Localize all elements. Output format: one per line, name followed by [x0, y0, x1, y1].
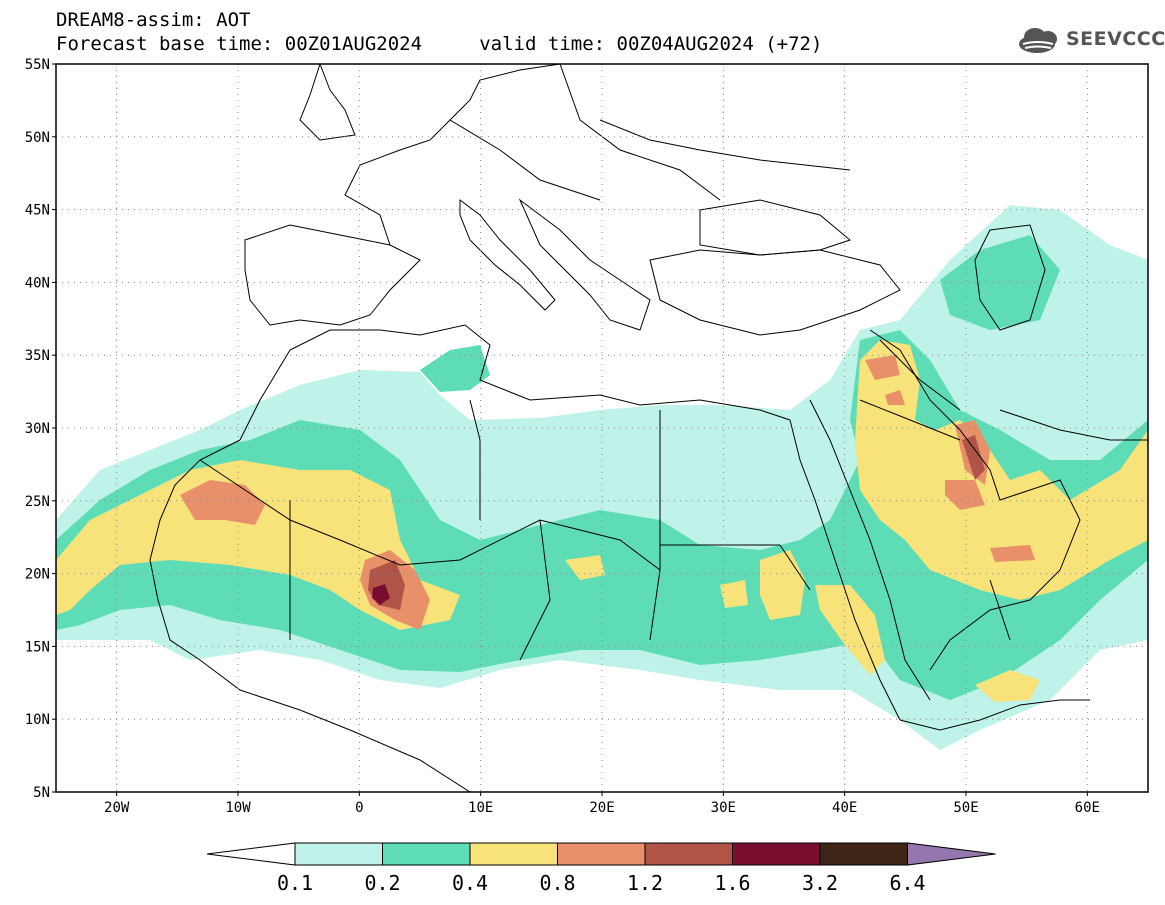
colorbar-box [819, 842, 908, 866]
lat-label: 50N [25, 130, 50, 146]
colorbar-label: 6.4 [889, 871, 925, 895]
lat-label: 25N [25, 494, 50, 510]
lat-label: 40N [25, 275, 50, 291]
lat-label: 15N [25, 639, 50, 655]
lat-label: 20N [25, 567, 50, 583]
colorbar-label: 0.8 [539, 871, 575, 895]
forecast-times: Forecast base time: 00Z01AUG2024 valid t… [56, 33, 823, 55]
latitude-labels: 55N 50N 45N 40N 35N 30N 25N 20N 15N 10N 5N [25, 57, 50, 801]
lon-label: 30E [711, 800, 736, 816]
colorbar-label: 0.1 [277, 871, 313, 895]
colorbar-label: 3.2 [802, 871, 838, 895]
lat-label: 10N [25, 712, 50, 728]
lon-label: 20E [589, 800, 614, 816]
coastlines [149, 64, 1148, 792]
lon-label: 10E [468, 800, 493, 816]
lat-label: 35N [25, 348, 50, 364]
lat-label: 5N [33, 785, 50, 801]
lon-label: 0 [355, 800, 363, 816]
lon-label: 50E [953, 800, 978, 816]
colorbar-box [294, 842, 383, 866]
map-title: DREAM8-assim: AOT [56, 9, 251, 31]
colorbar-box [382, 842, 471, 866]
colorbar-label: 1.2 [627, 871, 663, 895]
lon-label: 60E [1075, 800, 1100, 816]
colorbar-box [732, 842, 821, 866]
lat-label: 45N [25, 203, 50, 219]
longitude-labels: 20W 10W 0 10E 20E 30E 40E 50E 60E [104, 800, 1100, 816]
colorbar-label: 1.6 [714, 871, 750, 895]
colorbar-box [557, 842, 646, 866]
lat-label: 55N [25, 57, 50, 73]
colorbar-box [644, 842, 733, 866]
lon-label: 10W [225, 800, 251, 816]
gridlines [56, 64, 1148, 792]
lon-label: 20W [104, 800, 130, 816]
lat-label: 30N [25, 421, 50, 437]
colorbar-under-arrow [206, 842, 296, 866]
colorbar-box [469, 842, 558, 866]
colorbar-label: 0.2 [364, 871, 400, 895]
cloud-logo-icon [1019, 28, 1057, 53]
colorbar-label: 0.4 [452, 871, 488, 895]
logo-text: SEEVCCC [1066, 28, 1165, 50]
lon-label: 40E [832, 800, 857, 816]
colorbar-over-arrow [907, 842, 996, 866]
